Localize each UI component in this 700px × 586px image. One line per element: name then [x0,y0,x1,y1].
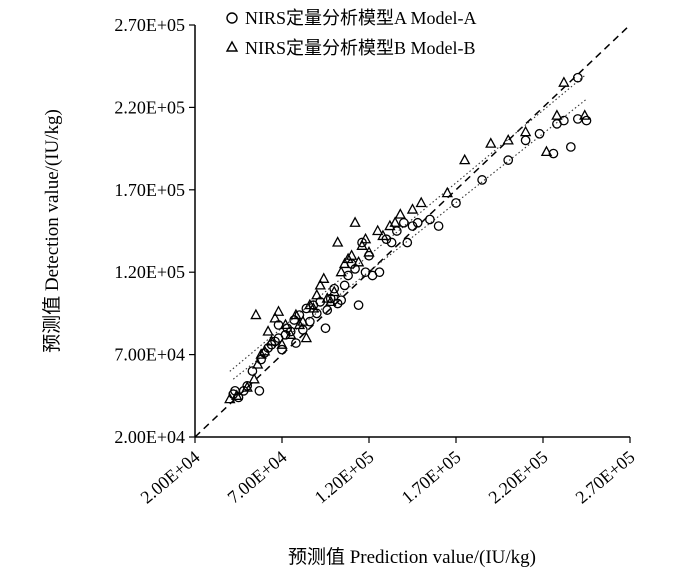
model-a-point [407,221,418,231]
model-b-point [258,344,271,356]
identity-reference-line [194,24,631,438]
model-a-point [277,344,287,355]
model-b-point [241,381,253,392]
y-tick-label: 1.20E+05 [114,262,185,282]
model-b-point [579,109,591,120]
model-b-point [356,239,368,250]
model-b-point [250,308,262,320]
model-b-point [372,224,384,236]
model-b-point [325,295,337,307]
model-b-point [342,252,354,264]
model-b-point [345,249,358,260]
y-axis-title: 预测值 Detection value/(IU/kg) [41,109,63,353]
model-b-point [349,216,361,227]
model-a-point [565,142,576,152]
y-tick-label: 2.70E+05 [114,15,185,35]
model-b-point [314,279,326,290]
model-a-point [433,221,444,231]
model-b-point [262,325,274,336]
model-b-point [502,133,514,145]
model-a-point [451,198,461,208]
model-a-point [412,217,423,228]
model-b-point [279,318,292,330]
model-b-point [406,203,419,214]
model-b-point [519,125,532,137]
model-b-point [293,318,306,330]
model-b-point [328,285,340,297]
model-b-point [331,236,344,247]
model-a-point [339,280,350,291]
model-b-point [389,216,401,227]
model-b-point [338,257,351,269]
model-a-point [581,115,592,126]
model-b-point [459,153,471,165]
legend-label-model-a: NIRS定量分析模型A Model-A [245,8,477,28]
model-a-point [332,298,343,309]
model-b-point [415,196,427,208]
x-axis-title: 预测值 Prediction value/(IU/kg) [288,546,536,568]
model-b-point [255,348,267,359]
model-a-point [374,267,385,278]
y-tick-label: 7.00E+04 [114,345,185,365]
model-b-point [485,137,497,148]
model-a-point [559,115,569,126]
model-b-point [307,302,320,313]
trend-line-series-2 [229,75,586,372]
model-a-point [320,323,331,334]
legend-label-model-b: NIRS定量分析模型B Model-B [245,38,476,58]
model-a-point [503,155,514,165]
model-a-point [548,148,559,159]
legend: NIRS定量分析模型A Model-A NIRS定量分析模型B Model-B [225,8,477,58]
model-b-point [359,232,372,244]
model-b-point [335,265,347,277]
model-b-point [272,305,285,316]
model-b-point [300,331,313,343]
model-b-point [558,76,570,87]
model-a-point [402,237,413,248]
model-b-point [363,246,375,257]
model-b-point [311,288,323,300]
model-a-point [534,128,545,139]
model-b-point [231,389,243,400]
model-b-point [377,229,389,241]
model-a-point [336,295,347,306]
y-tick-label: 1.70E+05 [114,180,185,200]
model-a-point [329,283,340,294]
model-b-point [394,208,407,219]
model-a-point [247,366,258,376]
model-a-point [270,336,280,347]
model-b-point [551,109,563,120]
model-b-point [251,358,264,369]
model-a-point [425,214,435,225]
model-b-point [248,372,260,384]
model-b-point [540,145,553,157]
model-b-point [352,255,365,267]
model-a-point [386,237,397,248]
y-tick-label: 2.00E+04 [114,427,185,447]
model-b-point [276,338,288,349]
model-b-point [297,315,309,326]
model-b-point [290,308,302,320]
model-b-point [269,311,281,323]
model-a-point [285,326,296,337]
model-a-point [353,300,364,311]
model-a-point [280,329,291,340]
model-b-point [441,186,453,198]
model-a-point [572,72,583,83]
legend-triangle-icon [225,40,239,52]
y-tick-label: 2.20E+05 [114,97,185,117]
model-a-point [289,315,300,325]
model-b-point [318,272,330,283]
model-a-point [254,386,265,396]
model-b-point [265,335,278,346]
data-points [224,72,592,404]
model-b-point [384,219,396,231]
model-a-point [477,175,487,185]
legend-circle-icon [226,12,238,24]
model-b-point [285,328,297,339]
